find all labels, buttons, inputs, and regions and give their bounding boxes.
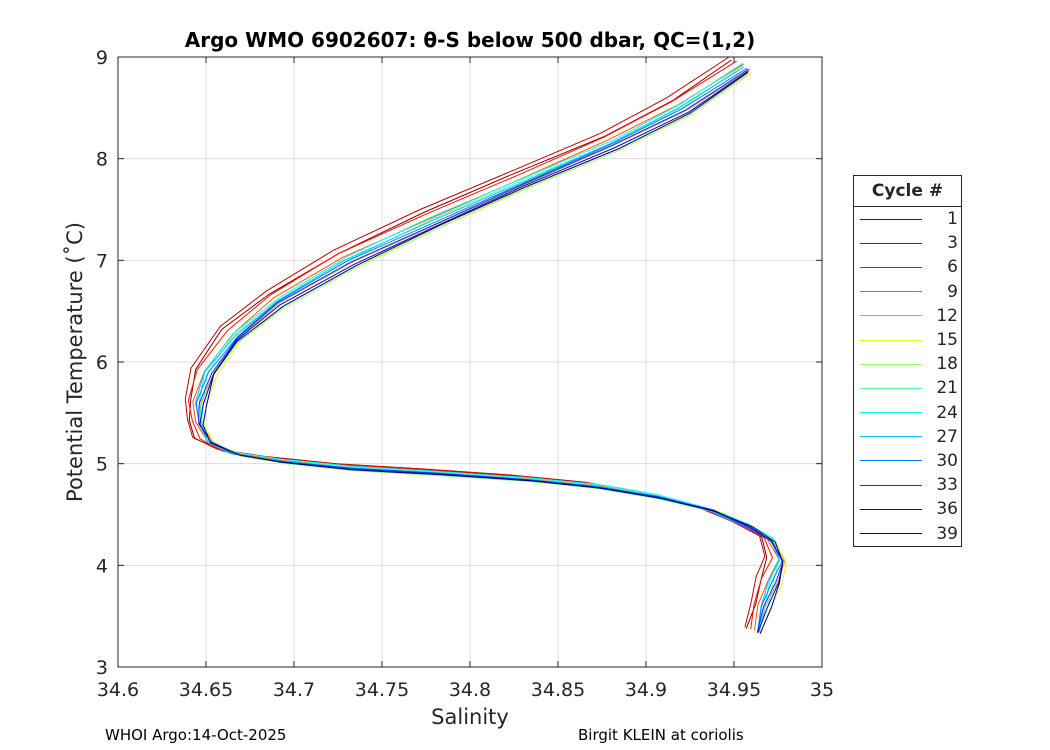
y-tick-label: 3: [96, 657, 108, 679]
x-tick-label: 34.8: [449, 679, 491, 701]
legend-swatch: [860, 315, 922, 317]
legend-swatch: [860, 533, 922, 535]
legend-label: 30: [936, 450, 958, 471]
legend-swatch: [860, 266, 922, 268]
y-tick-label: 6: [96, 352, 108, 374]
legend-swatch: [860, 436, 922, 438]
y-tick-label: 5: [96, 454, 108, 476]
legend-title: Cycle #: [854, 176, 961, 207]
x-tick-label: 34.75: [355, 679, 409, 701]
legend-entry: 24: [854, 401, 961, 425]
legend-label: 1: [947, 209, 958, 230]
legend-label: 36: [936, 499, 958, 520]
x-tick-label: 34.65: [179, 679, 233, 701]
legend-entries: 1 3 6 9 12 15 18 21 24 27 30 33 36 39: [854, 207, 961, 546]
x-tick-label: 35: [810, 679, 834, 701]
legend-entry: 36: [854, 497, 961, 521]
legend-label: 24: [936, 402, 958, 423]
legend-swatch: [860, 412, 922, 414]
x-axis-label: Salinity: [431, 705, 509, 729]
legend-entry: 9: [854, 280, 961, 304]
y-axis-ticks: 3 4 5 6 7 8 9: [96, 47, 822, 679]
y-tick-label: 7: [96, 250, 108, 272]
legend-swatch: [860, 218, 922, 220]
legend-label: 12: [936, 305, 958, 326]
legend-swatch: [860, 242, 922, 244]
legend-swatch: [860, 339, 922, 341]
series-line-cycle-39: [202, 71, 784, 634]
legend-swatch: [860, 387, 922, 389]
y-axis-label: Potential Temperature (˚C): [63, 222, 87, 502]
legend-entry: 30: [854, 449, 961, 473]
legend-label: 15: [936, 330, 958, 351]
legend-swatch: [860, 484, 922, 486]
legend-label: 21: [936, 378, 958, 399]
legend-entry: 33: [854, 473, 961, 497]
legend-label: 27: [936, 426, 958, 447]
x-tick-label: 34.85: [531, 679, 585, 701]
legend: Cycle # 1 3 6 9 12 15 18 21 24 27 30 33 36 39: [853, 175, 962, 547]
legend-label: 3: [947, 233, 958, 254]
footer-left: WHOI Argo:14-Oct-2025: [105, 726, 287, 744]
legend-entry: 12: [854, 304, 961, 328]
legend-entry: 18: [854, 352, 961, 376]
legend-swatch: [860, 508, 922, 510]
x-tick-label: 34.6: [97, 679, 139, 701]
y-tick-label: 8: [96, 149, 108, 171]
legend-entry: 6: [854, 255, 961, 279]
x-tick-label: 34.9: [625, 679, 667, 701]
legend-entry: 1: [854, 207, 961, 231]
legend-label: 39: [936, 523, 958, 544]
y-tick-label: 9: [96, 47, 108, 69]
legend-swatch: [860, 363, 922, 365]
x-tick-label: 34.95: [707, 679, 761, 701]
footer-right: Birgit KLEIN at coriolis: [578, 726, 744, 744]
chart-title: Argo WMO 6902607: θ-S below 500 dbar, QC…: [185, 28, 755, 52]
legend-label: 9: [947, 281, 958, 302]
legend-label: 18: [936, 354, 958, 375]
y-tick-label: 4: [96, 555, 108, 577]
legend-entry: 39: [854, 521, 961, 545]
legend-swatch: [860, 291, 922, 293]
legend-label: 33: [936, 475, 958, 496]
legend-label: 6: [947, 257, 958, 278]
legend-entry: 3: [854, 231, 961, 255]
series-line-cycle-24: [198, 62, 780, 630]
legend-entry: 21: [854, 376, 961, 400]
x-axis-ticks: 34.6 34.65 34.7 34.75 34.8 34.85 34.9 34.95 35: [97, 57, 834, 701]
series-lines: [184, 56, 787, 635]
legend-entry: 15: [854, 328, 961, 352]
legend-swatch: [860, 460, 922, 462]
x-tick-label: 34.7: [273, 679, 315, 701]
legend-entry: 27: [854, 425, 961, 449]
